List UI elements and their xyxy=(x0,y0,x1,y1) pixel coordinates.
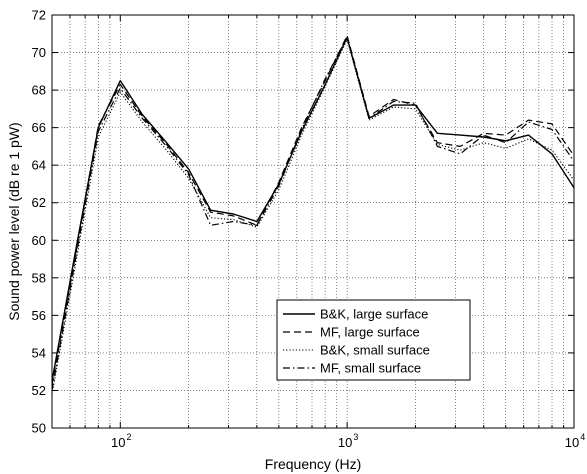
y-axis-label: Sound power level (dB re 1 pW) xyxy=(6,122,22,320)
x-tick-label: 10 xyxy=(565,435,579,450)
grid xyxy=(52,15,574,428)
y-tick-label: 72 xyxy=(32,8,46,23)
y-tick-label: 68 xyxy=(32,83,46,98)
legend-label: MF, large surface xyxy=(320,325,420,340)
y-tick-label: 56 xyxy=(32,308,46,323)
series-line-4 xyxy=(51,36,575,391)
y-tick-label: 52 xyxy=(32,383,46,398)
ticks xyxy=(52,14,574,429)
legend-label: B&K, small surface xyxy=(320,343,430,358)
y-tick-label: 60 xyxy=(32,233,46,248)
x-tick-label: 10 xyxy=(111,435,125,450)
x-tick-label-exponent: 2 xyxy=(127,432,132,442)
y-tick-label: 64 xyxy=(32,158,46,173)
x-tick-label-exponent: 3 xyxy=(353,432,358,442)
legend-label: B&K, large surface xyxy=(320,307,428,322)
legend-label: MF, small surface xyxy=(320,361,421,376)
series-line-1 xyxy=(51,36,575,382)
y-tick-label: 70 xyxy=(32,45,46,60)
x-tick-label-exponent: 4 xyxy=(580,432,585,442)
x-axis-label: Frequency (Hz) xyxy=(265,456,361,472)
series-line-3 xyxy=(51,38,575,395)
plot-frame xyxy=(51,14,575,429)
y-tick-label: 66 xyxy=(32,120,46,135)
series-line-2 xyxy=(51,34,575,385)
series-group xyxy=(51,34,575,395)
y-tick-label: 62 xyxy=(32,195,46,210)
x-tick-label: 10 xyxy=(338,435,352,450)
legend: B&K, large surface MF, large surface B&K, … xyxy=(276,299,471,381)
y-tick-label: 58 xyxy=(32,270,46,285)
y-tick-label: 54 xyxy=(32,345,46,360)
y-tick-label: 50 xyxy=(32,421,46,436)
